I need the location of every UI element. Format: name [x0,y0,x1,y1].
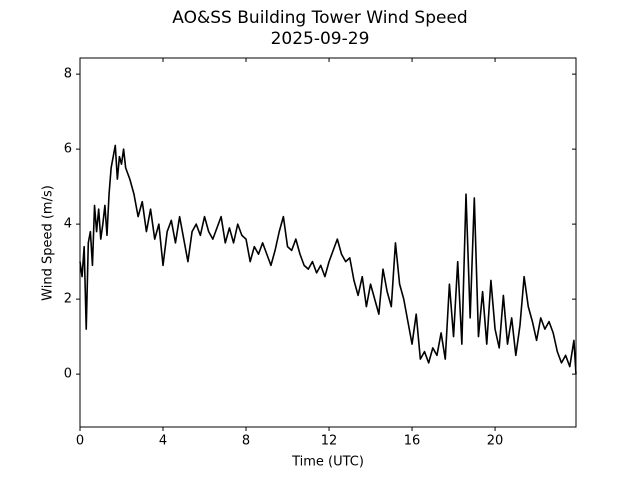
chart-subtitle: 2025-09-29 [271,29,370,49]
x-tick-label: 8 [242,434,250,449]
y-tick-label: 2 [64,292,72,307]
x-tick-label: 20 [487,434,504,449]
x-tick-label: 12 [321,434,338,449]
y-tick-label: 0 [64,367,72,382]
x-tick-label: 4 [159,434,167,449]
plot-frame [79,57,577,428]
chart-title: AO&SS Building Tower Wind Speed [172,8,467,28]
x-tick-label: 16 [404,434,421,449]
y-axis-label: Wind Speed (m/s) [41,185,56,301]
y-tick-label: 6 [64,142,72,157]
y-tick-label: 4 [64,217,72,232]
y-tick-label: 8 [64,67,72,82]
x-axis-label: Time (UTC) [291,455,364,470]
x-tick-label: 0 [76,434,84,449]
data-line [79,144,577,375]
